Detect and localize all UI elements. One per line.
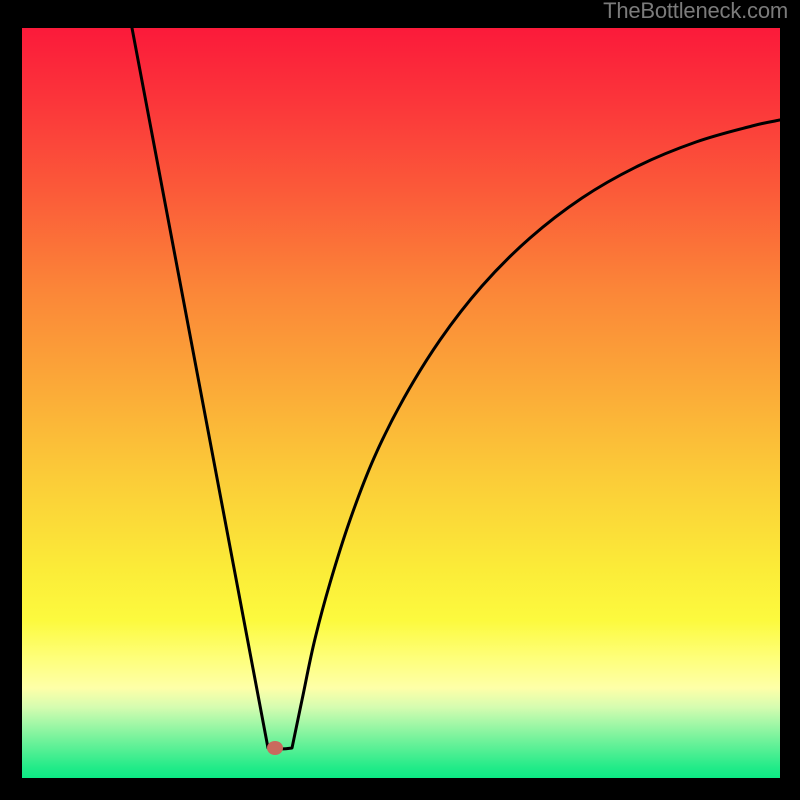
bottleneck-curve [22, 28, 780, 778]
valley-marker [267, 741, 283, 755]
plot-area [22, 28, 780, 778]
curve-path [132, 28, 780, 749]
attribution-text: TheBottleneck.com [603, 0, 788, 22]
